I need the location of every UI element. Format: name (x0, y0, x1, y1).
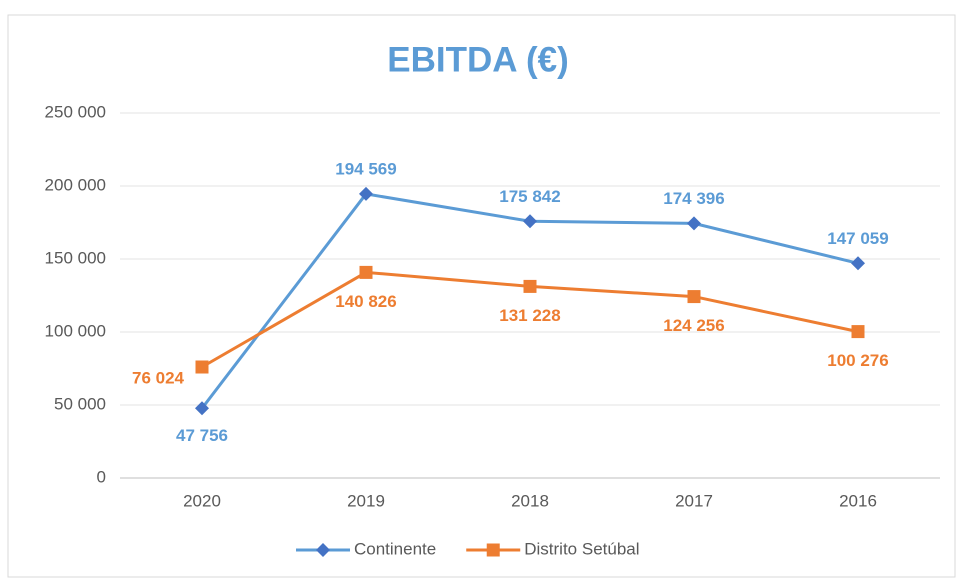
data-point (523, 279, 537, 293)
x-tick-label: 2020 (183, 491, 221, 510)
legend-marker (316, 543, 330, 557)
legend-label: Distrito Setúbal (524, 539, 639, 558)
x-tick-label: 2017 (675, 491, 713, 510)
data-point (359, 186, 373, 201)
x-tick-label: 2016 (839, 491, 877, 510)
data-point (687, 216, 701, 231)
y-tick-label: 0 (97, 467, 106, 486)
y-tick-label: 200 000 (45, 175, 106, 194)
data-label: 76 024 (132, 368, 185, 387)
data-point (195, 360, 209, 374)
data-label: 100 276 (827, 351, 888, 370)
data-label: 174 396 (663, 189, 724, 208)
y-tick-label: 50 000 (54, 394, 106, 413)
y-tick-label: 250 000 (45, 102, 106, 121)
y-tick-label: 150 000 (45, 248, 106, 267)
data-label: 194 569 (335, 159, 396, 178)
x-tick-label: 2019 (347, 491, 385, 510)
legend-marker (486, 543, 500, 557)
data-label: 47 756 (176, 426, 228, 445)
data-point (851, 325, 865, 339)
data-point (359, 265, 373, 279)
y-tick-label: 100 000 (45, 321, 106, 340)
data-point (687, 290, 701, 304)
data-point (851, 256, 865, 271)
data-label: 131 228 (499, 306, 560, 325)
x-tick-label: 2018 (511, 491, 549, 510)
legend-label: Continente (354, 539, 436, 558)
chart-title: EBITDA (€) (387, 40, 568, 79)
data-label: 124 256 (663, 316, 724, 335)
data-label: 175 842 (499, 187, 560, 206)
data-label: 140 826 (335, 292, 396, 311)
data-label: 147 059 (827, 229, 888, 248)
data-point (523, 214, 537, 229)
data-point (195, 401, 209, 416)
chart-frame (7, 14, 956, 578)
